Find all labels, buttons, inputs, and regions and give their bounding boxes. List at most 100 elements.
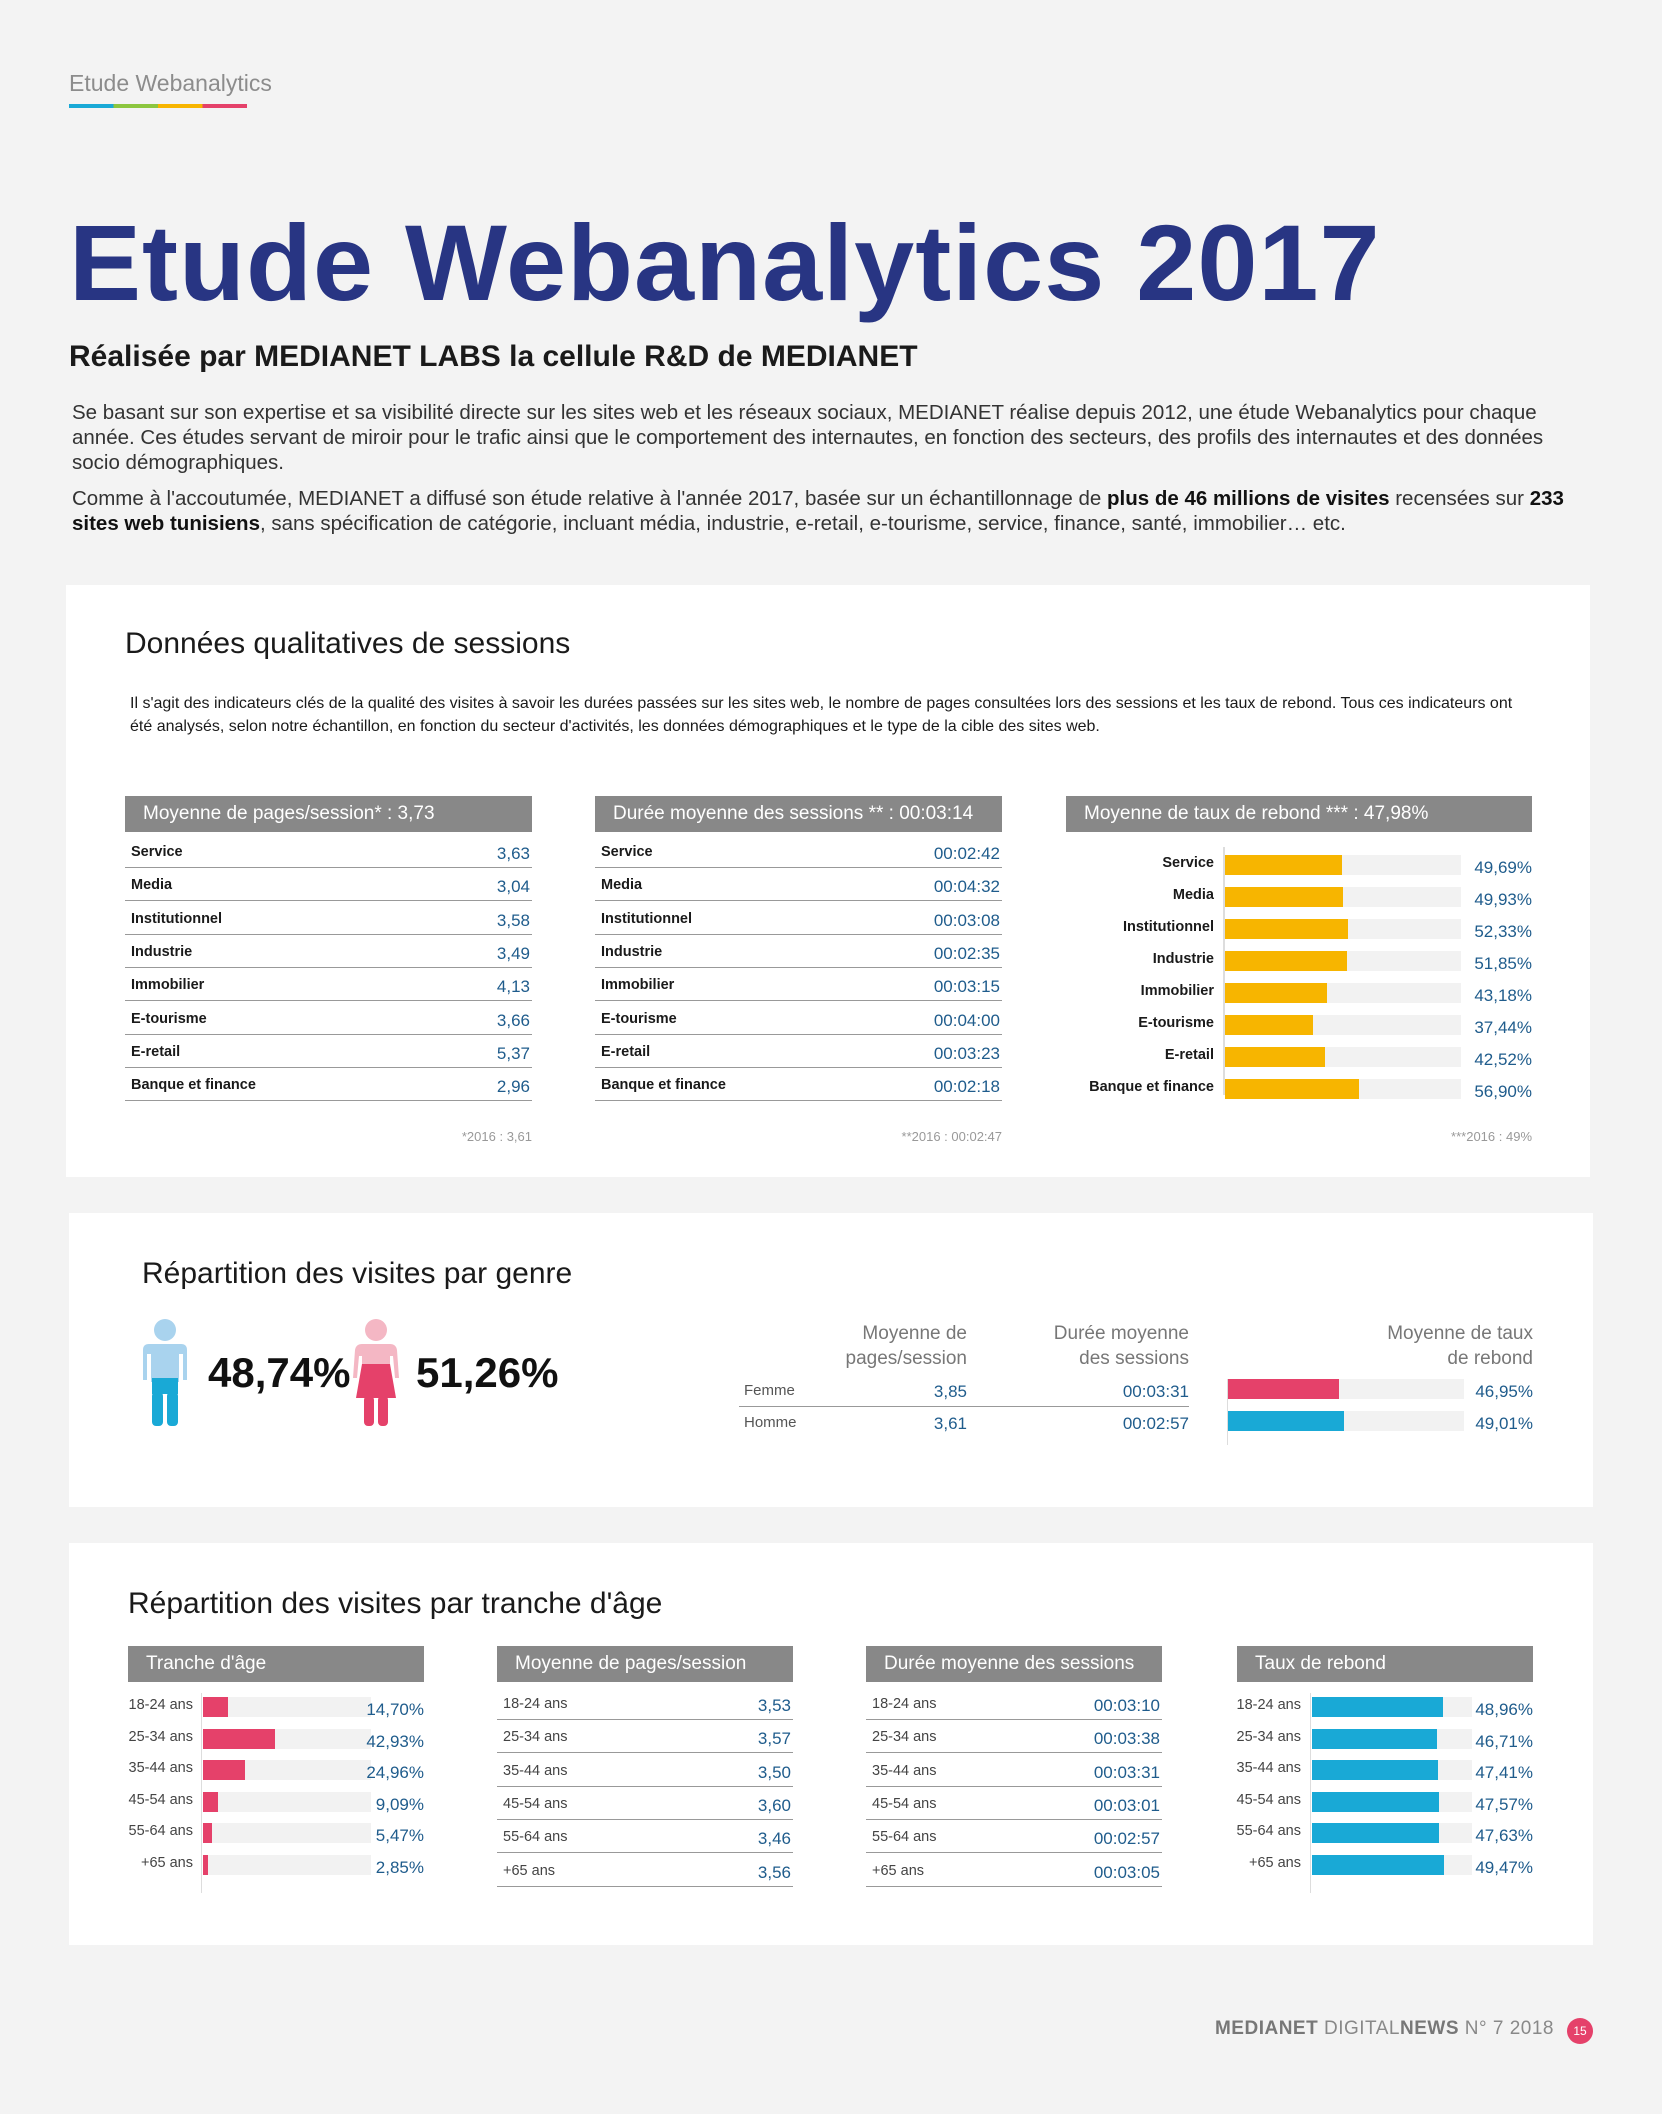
bounce-chart-axis (1223, 847, 1225, 1095)
age-share-header: Tranche d'âge (128, 1646, 424, 1682)
bar (203, 1760, 245, 1781)
row-value: 2,96 (496, 1077, 530, 1097)
row-label: 25-34 ans (872, 1729, 937, 1746)
bar-label-row: E-retail (1066, 1041, 1214, 1073)
bar (203, 1823, 212, 1844)
row-value: 00:03:10 (1093, 1696, 1160, 1715)
row-label: Institutionnel (131, 910, 223, 927)
bar-track (1312, 1791, 1472, 1812)
age-pages-header: Moyenne de pages/session (497, 1646, 793, 1682)
row-value: 3,49 (496, 943, 530, 963)
row-value: 3,66 (496, 1010, 530, 1030)
bar-label: 45-54 ans (128, 1791, 194, 1808)
row-label: 18-24 ans (503, 1696, 568, 1712)
bar-label-row: 55-64 ans (109, 1817, 194, 1849)
row-value: 3,50 (757, 1762, 791, 1782)
bar-label: E-retail (1164, 1047, 1214, 1063)
bar-value: 47,41% (1475, 1763, 1533, 1783)
bar-value: 5,47% (375, 1826, 424, 1846)
bar-track (1225, 983, 1461, 1003)
table-row: Industrie 3,49 (125, 935, 532, 968)
bounce-chart-header: Moyenne de taux de rebond *** : 47,98% (1066, 796, 1532, 832)
bar (1225, 1047, 1325, 1067)
row-value: 3,46 (757, 1829, 791, 1849)
row-label: 45-54 ans (503, 1795, 568, 1812)
intro-highlight-sites: 233 sites web tunisiens (72, 487, 1564, 535)
gender-row-pages: 3,85 (933, 1382, 967, 1401)
intro-paragraph-2: Comme à l'accoutumée, MEDIANET a diffusé… (72, 486, 1592, 536)
bar-label: Industrie (1152, 951, 1214, 967)
bar (1225, 919, 1348, 939)
bar-label-row: 18-24 ans (109, 1691, 194, 1723)
age-duration-header: Durée moyenne des sessions (866, 1646, 1162, 1682)
bar (1312, 1760, 1438, 1781)
bar (1312, 1823, 1439, 1844)
bar-label: Media (1172, 887, 1214, 903)
bar-value: 43,18% (1474, 986, 1532, 1005)
row-label: 25-34 ans (503, 1729, 568, 1746)
table-row: E-retail 00:03:23 (595, 1035, 1002, 1068)
page-subtitle: Réalisée par MEDIANET LABS la cellule R&… (69, 340, 918, 373)
gender-row-divider (739, 1438, 1189, 1439)
bar-value: 24,96% (366, 1763, 424, 1783)
table-row: 25-34 ans 3,57 (497, 1720, 793, 1754)
bar-value: 49,93% (1474, 890, 1532, 909)
row-value: 3,04 (496, 877, 530, 897)
sessions-panel: Données qualitatives de sessions Il s'ag… (66, 585, 1590, 1177)
age-bounce-header: Taux de rebond (1237, 1646, 1533, 1682)
gender-bar (1228, 1411, 1344, 1431)
bar-label: 25-34 ans (1236, 1728, 1302, 1745)
bar-label: E-tourisme (1138, 1015, 1214, 1031)
bar-label: +65 ans (1248, 1855, 1301, 1871)
row-label: 55-64 ans (503, 1829, 568, 1846)
bar-label: 35-44 ans (1236, 1760, 1302, 1777)
row-label: 18-24 ans (872, 1696, 937, 1712)
bar-label: Banque et finance (1089, 1079, 1214, 1095)
table-row: Institutionnel 3,58 (125, 902, 532, 935)
bar-track (1225, 951, 1461, 971)
table-row: E-retail 5,37 (125, 1035, 532, 1068)
table-row: 18-24 ans 3,53 (497, 1687, 793, 1720)
row-label: Industrie (601, 943, 663, 960)
bar (1312, 1791, 1439, 1812)
table-row: Media 00:04:32 (595, 868, 1002, 902)
bar-value: 14,70% (366, 1700, 424, 1719)
bar-label: Institutionnel (1122, 919, 1214, 935)
row-value: 3,63 (496, 844, 530, 863)
row-value: 3,57 (757, 1729, 791, 1749)
bar-label-row: 35-44 ans (109, 1754, 194, 1786)
gender-panel: Répartition des visites par genre 48,74%… (69, 1213, 1593, 1507)
table-row: Media 3,04 (125, 868, 532, 902)
row-value: 00:03:01 (1093, 1795, 1160, 1815)
bar (1225, 983, 1327, 1003)
bar-label-row: 25-34 ans (1219, 1723, 1302, 1755)
row-label: 35-44 ans (503, 1762, 568, 1779)
row-value: 00:02:35 (933, 943, 1000, 963)
age-bounce-axis (1310, 1693, 1311, 1893)
bar (203, 1791, 218, 1812)
pages-note: *2016 : 3,61 (461, 1129, 532, 1144)
row-value: 00:03:08 (933, 910, 1000, 930)
bar-label: Service (1162, 855, 1214, 871)
table-row: 35-44 ans 3,50 (497, 1754, 793, 1787)
row-label: Service (601, 844, 653, 860)
bar-track (203, 1791, 371, 1812)
bar-value: 49,69% (1474, 858, 1532, 877)
gender-row-label: Femme (744, 1382, 795, 1399)
bar-label: 18-24 ans (1236, 1697, 1302, 1713)
bar-label-row: +65 ans (1219, 1849, 1301, 1881)
female-figure-icon (353, 1319, 399, 1426)
bar-label-row: +65 ans (109, 1849, 193, 1881)
bar-value: 51,85% (1474, 954, 1532, 973)
row-label: Service (131, 844, 183, 860)
gender-row-duration: 00:02:57 (1122, 1414, 1189, 1433)
footer-brand-b: DIGITAL (1318, 2018, 1400, 2039)
row-label: Industrie (131, 943, 193, 960)
row-value: 00:04:00 (933, 1010, 1000, 1030)
table-row: 35-44 ans 00:03:31 (866, 1754, 1162, 1787)
bar-track (1225, 855, 1461, 875)
bar (1312, 1855, 1444, 1875)
bar-label-row: E-tourisme (1066, 1009, 1214, 1041)
row-label: 55-64 ans (872, 1829, 937, 1846)
intro-text-e: , sans spécification de catégorie, inclu… (259, 512, 1346, 535)
